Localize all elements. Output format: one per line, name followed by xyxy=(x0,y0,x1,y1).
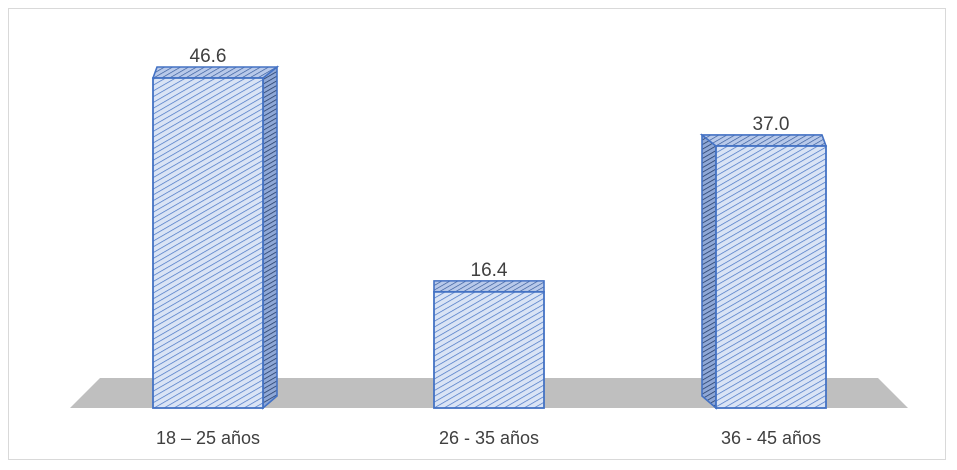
bar-1 xyxy=(151,65,280,410)
bars-layer xyxy=(151,65,828,410)
bar-top-face xyxy=(433,280,545,293)
bar-3 xyxy=(699,133,828,410)
bar-top-face xyxy=(151,66,280,79)
data-label: 46.6 xyxy=(190,46,227,67)
x-tick-label: 36 - 45 años xyxy=(721,428,821,448)
bar-top-face xyxy=(699,134,828,147)
bar-2 xyxy=(433,280,545,409)
x-tick-label: 18 – 25 años xyxy=(156,428,260,448)
bar-side-face xyxy=(701,133,717,410)
bar-side-face xyxy=(262,65,278,410)
data-label: 16.4 xyxy=(471,260,508,281)
labels-layer: 46.6 18 – 25 años 16.4 26 - 35 años 37.0 36 -… xyxy=(156,46,821,448)
data-label: 37.0 xyxy=(753,114,790,135)
x-tick-label: 26 - 35 años xyxy=(439,428,539,448)
bar-front-face xyxy=(715,145,827,409)
bar-front-face xyxy=(152,77,264,409)
bar-front-face xyxy=(433,290,545,409)
